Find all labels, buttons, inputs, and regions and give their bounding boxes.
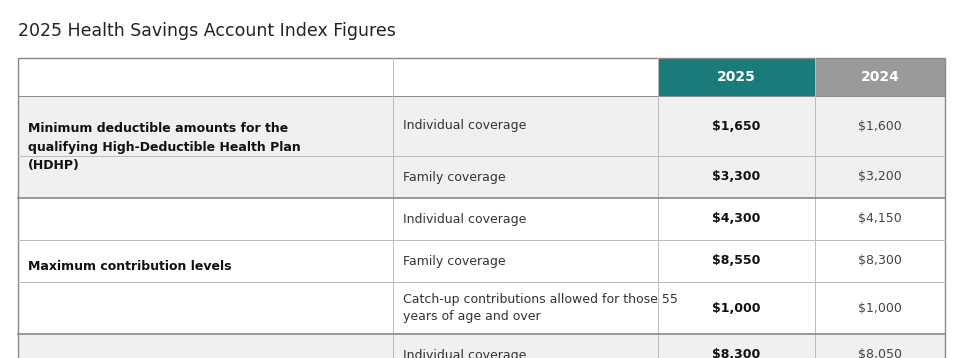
Text: Family coverage: Family coverage xyxy=(403,170,506,184)
Text: 2025: 2025 xyxy=(717,70,756,84)
Bar xyxy=(18,58,658,96)
Bar xyxy=(18,156,945,198)
Text: $8,300: $8,300 xyxy=(858,255,902,267)
Text: $8,300: $8,300 xyxy=(713,348,761,358)
Bar xyxy=(18,198,945,240)
Text: Individual coverage: Individual coverage xyxy=(403,348,527,358)
Text: Individual coverage: Individual coverage xyxy=(403,213,527,226)
Text: $1,000: $1,000 xyxy=(858,301,902,314)
Bar xyxy=(18,96,945,156)
Text: $4,150: $4,150 xyxy=(858,213,902,226)
Text: $3,300: $3,300 xyxy=(713,170,761,184)
Bar xyxy=(815,58,945,96)
Text: $3,200: $3,200 xyxy=(858,170,902,184)
Text: $1,650: $1,650 xyxy=(713,120,761,132)
Text: Minimum deductible amounts for the
qualifying High-Deductible Health Plan
(HDHP): Minimum deductible amounts for the quali… xyxy=(28,122,300,171)
Bar xyxy=(18,282,945,334)
Text: $1,000: $1,000 xyxy=(713,301,761,314)
Text: 2024: 2024 xyxy=(861,70,899,84)
Text: $1,600: $1,600 xyxy=(858,120,902,132)
Text: $8,050: $8,050 xyxy=(858,348,902,358)
Bar xyxy=(658,58,815,96)
Text: Family coverage: Family coverage xyxy=(403,255,506,267)
Bar xyxy=(18,240,945,282)
Text: $4,300: $4,300 xyxy=(713,213,761,226)
Text: Catch-up contributions allowed for those 55
years of age and over: Catch-up contributions allowed for those… xyxy=(403,293,678,323)
Text: $8,550: $8,550 xyxy=(713,255,761,267)
Bar xyxy=(18,334,945,358)
Text: Maximum contribution levels: Maximum contribution levels xyxy=(28,260,231,272)
Text: Individual coverage: Individual coverage xyxy=(403,120,527,132)
Text: 2025 Health Savings Account Index Figures: 2025 Health Savings Account Index Figure… xyxy=(18,22,396,40)
